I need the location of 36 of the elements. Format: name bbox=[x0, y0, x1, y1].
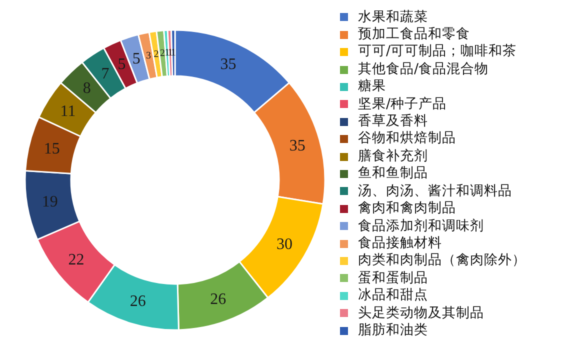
data-label: 3 bbox=[146, 50, 151, 62]
data-label: 2 bbox=[160, 48, 165, 60]
data-label: 30 bbox=[276, 236, 292, 253]
legend-label: 汤、肉汤、酱汁和调料品 bbox=[358, 182, 512, 200]
data-label: 5 bbox=[132, 50, 140, 68]
data-label: 35 bbox=[289, 137, 306, 154]
data-label: 8 bbox=[82, 80, 91, 98]
legend-label: 鱼和鱼制品 bbox=[358, 165, 428, 183]
data-label: 35 bbox=[220, 56, 236, 74]
data-label: 5 bbox=[118, 56, 126, 74]
legend-label: 禽肉和禽肉制品 bbox=[358, 200, 456, 218]
legend-label: 食品接触材料 bbox=[358, 234, 442, 252]
legend-label: 谷物和烘焙制品 bbox=[358, 130, 456, 148]
legend-label: 头足类动物及其制品 bbox=[358, 304, 484, 322]
legend-label: 冰品和甜点 bbox=[358, 287, 428, 305]
data-label: 1 bbox=[164, 48, 170, 59]
data-label: 26 bbox=[210, 290, 226, 308]
legend-label: 食品添加剂和调味剂 bbox=[358, 218, 484, 235]
legend-label: 脂肪和油类 bbox=[358, 322, 428, 340]
data-label: 15 bbox=[44, 140, 60, 158]
legend-label: 膳食补充剂 bbox=[358, 148, 428, 166]
legend-label: 坚果/种子产品 bbox=[358, 96, 447, 114]
data-label: 19 bbox=[42, 193, 58, 210]
data-label: 22 bbox=[68, 251, 84, 268]
data-label: 7 bbox=[101, 65, 110, 82]
legend-label: 肉类和肉制品（禽肉除外） bbox=[358, 252, 526, 270]
legend-label: 水果和蔬菜 bbox=[358, 8, 428, 26]
legend-label: 糖果 bbox=[358, 78, 386, 96]
data-label: 11 bbox=[60, 103, 76, 120]
legend-label: 蛋和蛋制品 bbox=[358, 270, 428, 288]
legend-label: 预加工食品和零食 bbox=[358, 26, 470, 44]
legend-label: 可可/可可制品；咖啡和茶 bbox=[358, 43, 517, 61]
legend-label: 其他食品/食品混合物 bbox=[358, 60, 489, 78]
legend-label: 香草及香料 bbox=[358, 113, 428, 130]
data-label: 26 bbox=[130, 292, 146, 310]
data-label: 2 bbox=[154, 48, 159, 60]
